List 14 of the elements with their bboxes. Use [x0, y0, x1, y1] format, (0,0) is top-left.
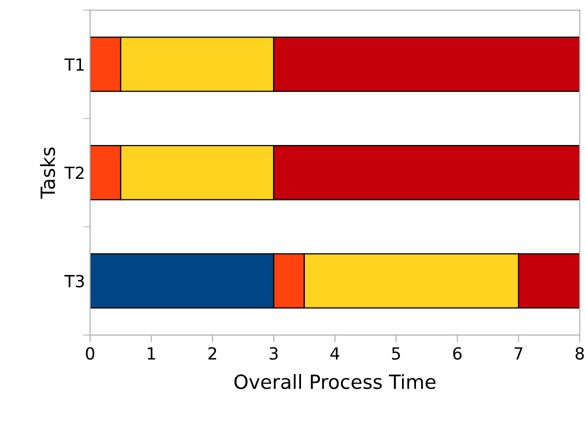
x-tick-label: 4	[330, 347, 340, 360]
x-tick-label: 1	[148, 347, 156, 360]
x-tick-label: 2	[208, 347, 216, 360]
x-axis-title: Overall Process Time	[234, 374, 436, 390]
x-tick-label: 5	[392, 347, 400, 360]
x-tick-label: 6	[453, 347, 462, 360]
y-axis-title: Tasks	[40, 147, 56, 199]
y-tick-label: T1	[64, 58, 84, 71]
y-tick-label: T2	[64, 166, 84, 179]
x-tick-label: 3	[270, 347, 278, 360]
x-tick-label: 7	[514, 347, 522, 360]
y-tick-label: T3	[64, 274, 84, 288]
x-tick-label: 8	[576, 347, 584, 360]
x-tick-label: 0	[86, 347, 94, 360]
